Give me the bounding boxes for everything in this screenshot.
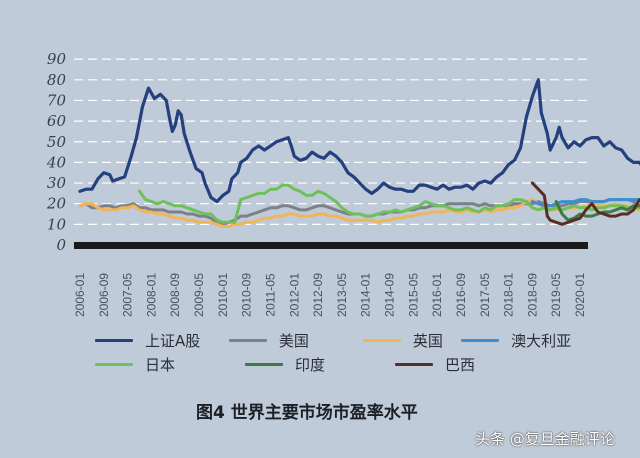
y-tick-label: 10 bbox=[47, 215, 67, 233]
legend-label: 巴西 bbox=[445, 355, 476, 374]
x-tick-label: 2016-09 bbox=[454, 273, 468, 317]
legend-row-1: 上证A股 美国 英国 澳大利亚 bbox=[95, 328, 595, 352]
x-tick-label: 2011-05 bbox=[263, 273, 277, 316]
y-axis-ticks: 0 10 20 30 40 50 60 70 80 90 bbox=[46, 50, 67, 254]
y-tick-label: 30 bbox=[47, 174, 67, 192]
y-tick-label: 50 bbox=[47, 133, 67, 151]
y-tick-label: 20 bbox=[46, 195, 67, 213]
x-tick-label: 2010-01 bbox=[216, 273, 230, 317]
legend-swatch-uk bbox=[362, 338, 401, 342]
x-tick-label: 2017-05 bbox=[478, 273, 492, 317]
legend-item-shanghai-a: 上证A股 bbox=[95, 330, 229, 351]
series-line-澳大利亚 bbox=[530, 198, 640, 208]
x-tick-label: 2015-05 bbox=[406, 273, 420, 317]
legend-swatch-australia bbox=[461, 338, 500, 342]
x-tick-label: 2020-01 bbox=[573, 273, 587, 317]
x-tick-label: 2007-05 bbox=[121, 273, 135, 317]
legend-swatch-shanghai-a bbox=[95, 338, 133, 342]
chart-legend: 上证A股 美国 英国 澳大利亚 日本 印度 巴西 bbox=[95, 328, 595, 376]
x-tick-label: 2008-01 bbox=[144, 273, 158, 317]
legend-row-2: 日本 印度 巴西 bbox=[95, 352, 595, 376]
legend-label: 美国 bbox=[278, 331, 309, 350]
x-tick-label: 2016-01 bbox=[430, 273, 444, 317]
legend-item-brazil: 巴西 bbox=[395, 354, 505, 375]
x-tick-label: 2012-01 bbox=[287, 273, 301, 317]
legend-item-india: 印度 bbox=[245, 354, 395, 375]
legend-swatch-brazil bbox=[395, 362, 433, 366]
x-tick-label: 2014-01 bbox=[359, 273, 373, 317]
x-tick-label: 2018-01 bbox=[502, 273, 516, 317]
y-tick-label: 80 bbox=[47, 71, 67, 89]
legend-label: 澳大利亚 bbox=[511, 331, 572, 350]
x-tick-label: 2013-05 bbox=[335, 273, 349, 317]
series-line-印度 bbox=[554, 200, 640, 222]
legend-item-australia: 澳大利亚 bbox=[461, 330, 595, 351]
pe-ratio-line-chart: 0 10 20 30 40 50 60 70 80 90 2006-01 2006-09 2007-0… bbox=[46, 50, 640, 317]
x-tick-label: 2009-05 bbox=[192, 273, 206, 317]
x-tick-label: 2012-09 bbox=[311, 273, 325, 317]
x-tick-label: 2008-09 bbox=[168, 273, 182, 317]
x-tick-label: 2006-09 bbox=[97, 273, 111, 317]
x-tick-label: 2014-09 bbox=[383, 273, 397, 317]
series-line-上证A股 bbox=[78, 78, 640, 204]
legend-swatch-us bbox=[228, 338, 267, 342]
y-tick-label: 60 bbox=[47, 112, 67, 130]
x-axis-ticks: 2006-01 2006-09 2007-05 2008-01 2008-09 2009-… bbox=[73, 273, 587, 317]
x-tick-label: 2006-01 bbox=[73, 273, 87, 317]
y-tick-label: 90 bbox=[47, 50, 67, 68]
legend-label: 上证A股 bbox=[145, 331, 201, 350]
legend-item-uk: 英国 bbox=[362, 330, 461, 351]
legend-label: 印度 bbox=[295, 355, 326, 374]
watermark: 头条 @复旦金融评论 bbox=[475, 430, 615, 448]
x-axis-bar bbox=[74, 242, 588, 249]
x-tick-label: 2018-09 bbox=[525, 273, 539, 317]
x-tick-label: 2010-09 bbox=[240, 273, 254, 317]
series-line-巴西 bbox=[530, 181, 640, 226]
legend-label: 英国 bbox=[412, 331, 443, 350]
legend-item-japan: 日本 bbox=[95, 354, 245, 375]
legend-swatch-japan bbox=[95, 362, 133, 366]
legend-swatch-india bbox=[245, 362, 283, 366]
legend-item-us: 美国 bbox=[228, 330, 363, 351]
series-line-英国 bbox=[78, 198, 640, 228]
x-tick-label: 2019-05 bbox=[549, 273, 563, 317]
y-tick-label: 0 bbox=[56, 236, 66, 254]
y-tick-label: 40 bbox=[46, 153, 67, 171]
legend-label: 日本 bbox=[145, 355, 176, 374]
chart-series bbox=[78, 78, 640, 228]
y-tick-label: 70 bbox=[47, 91, 67, 109]
chart-title: 图4 世界主要市场市盈率水平 bbox=[196, 403, 418, 423]
